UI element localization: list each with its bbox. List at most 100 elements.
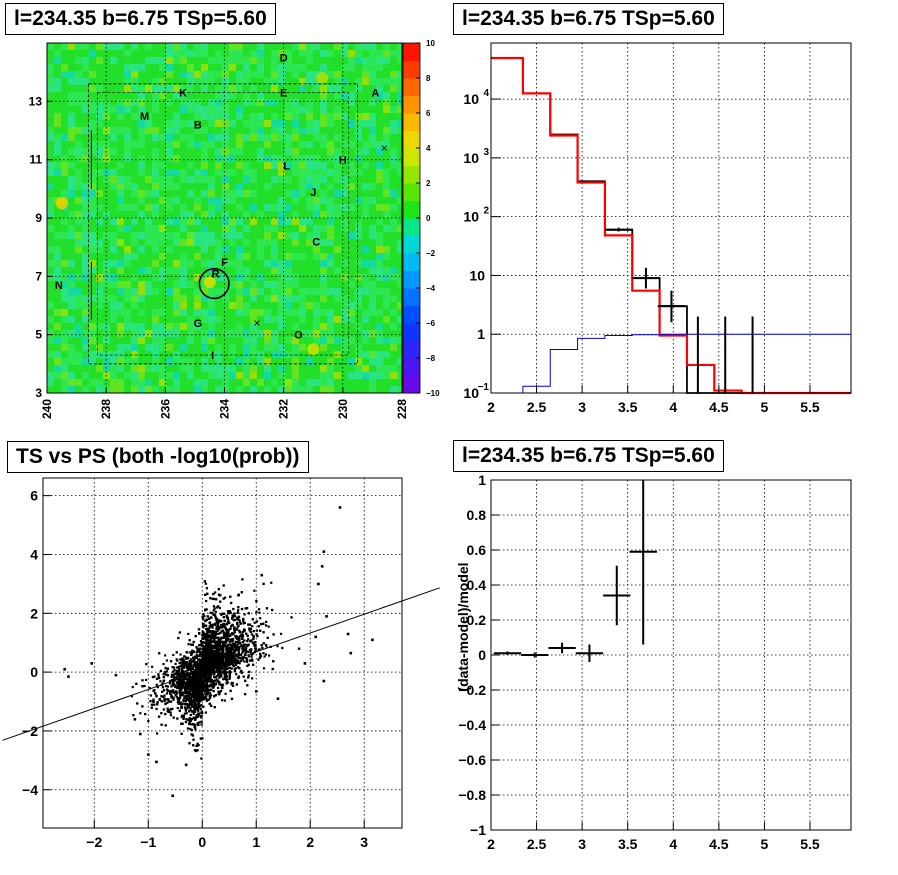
scatter-point — [202, 666, 205, 669]
scatter-point — [178, 696, 182, 700]
scatter-point — [195, 715, 198, 719]
scatter-point — [204, 692, 207, 695]
map-cell — [278, 295, 285, 302]
scatter-point — [191, 650, 194, 654]
scatter-point — [179, 658, 182, 661]
scatter-point — [177, 679, 180, 682]
map-cell — [180, 365, 187, 372]
map-cell — [152, 134, 159, 141]
map-cell — [341, 225, 348, 232]
map-cell — [236, 190, 243, 197]
map-cell — [313, 183, 320, 190]
map-cell — [201, 106, 208, 113]
x-tick-label: 236 — [158, 399, 172, 419]
map-cell — [397, 50, 404, 57]
map-cell — [390, 295, 397, 302]
map-cell — [75, 78, 82, 85]
map-cell — [313, 302, 320, 309]
scatter-point — [177, 665, 180, 669]
scatter-point — [179, 690, 182, 694]
map-cell — [299, 386, 306, 393]
scatter-point — [250, 653, 253, 656]
map-cell — [124, 155, 131, 162]
y-tick-label: 1 — [477, 326, 485, 342]
scatter-point — [250, 648, 253, 651]
map-cell — [383, 92, 390, 99]
map-cell — [54, 323, 61, 330]
y-tick-label: 10 — [463, 385, 479, 401]
map-cell — [194, 176, 201, 183]
map-cell — [320, 120, 327, 127]
map-cell — [390, 127, 397, 134]
map-cell — [327, 239, 334, 246]
map-cell — [194, 386, 201, 393]
map-cell — [376, 148, 383, 155]
map-cell — [376, 162, 383, 169]
map-cell — [369, 358, 376, 365]
map-cell — [89, 50, 96, 57]
scatter-point — [164, 712, 167, 716]
scatter-point — [264, 653, 268, 656]
scatter-point — [190, 728, 193, 732]
colorbar-band — [403, 253, 420, 271]
scatter-point — [157, 673, 160, 676]
scatter-point — [217, 665, 220, 668]
map-cell — [124, 50, 131, 57]
map-cell — [257, 43, 264, 50]
map-cell — [271, 113, 278, 120]
map-cell — [152, 155, 159, 162]
map-cell — [75, 57, 82, 64]
map-cell — [285, 50, 292, 57]
map-cell — [383, 267, 390, 274]
map-cell — [313, 337, 320, 344]
colorbar-band — [403, 270, 420, 289]
scatter-point — [196, 654, 199, 658]
map-cell — [138, 372, 145, 379]
map-cell — [138, 281, 145, 288]
scatter-point — [259, 617, 262, 620]
map-cell — [180, 225, 187, 232]
scatter-point — [139, 712, 142, 715]
map-cell — [334, 85, 341, 92]
map-cell — [131, 365, 138, 372]
map-cell — [327, 71, 334, 78]
map-cell — [306, 99, 313, 106]
map-cell — [229, 225, 236, 232]
map-cell — [173, 309, 180, 316]
map-cell — [96, 344, 103, 351]
map-cell — [194, 274, 201, 281]
map-cell — [103, 323, 110, 330]
map-cell — [390, 155, 397, 162]
map-cell — [103, 211, 110, 218]
scatter-point — [203, 675, 206, 679]
scatter-point — [183, 688, 187, 691]
map-cell — [222, 134, 229, 141]
map-cell — [299, 43, 306, 50]
map-cell — [222, 113, 229, 120]
scatter-point — [183, 666, 186, 669]
scatter-point — [219, 594, 222, 597]
map-cell — [68, 190, 75, 197]
map-cell — [173, 197, 180, 204]
scatter-point — [169, 711, 172, 714]
map-cell — [117, 365, 124, 372]
scatter-point — [244, 679, 247, 682]
map-cell — [215, 386, 222, 393]
map-cell — [306, 155, 313, 162]
map-cell — [285, 379, 292, 386]
scatter-point — [187, 643, 190, 646]
map-cell — [89, 330, 96, 337]
map-cell — [222, 372, 229, 379]
map-cell — [341, 155, 348, 162]
map-cell — [138, 386, 145, 393]
map-cell — [278, 288, 285, 295]
map-cell — [138, 288, 145, 295]
map-cell — [229, 64, 236, 71]
map-cell — [215, 274, 222, 281]
scatter-point — [197, 677, 200, 681]
map-cell — [96, 190, 103, 197]
source-label: N — [55, 280, 63, 292]
map-cell — [257, 211, 264, 218]
map-cell — [327, 330, 334, 337]
map-cell — [110, 148, 117, 155]
